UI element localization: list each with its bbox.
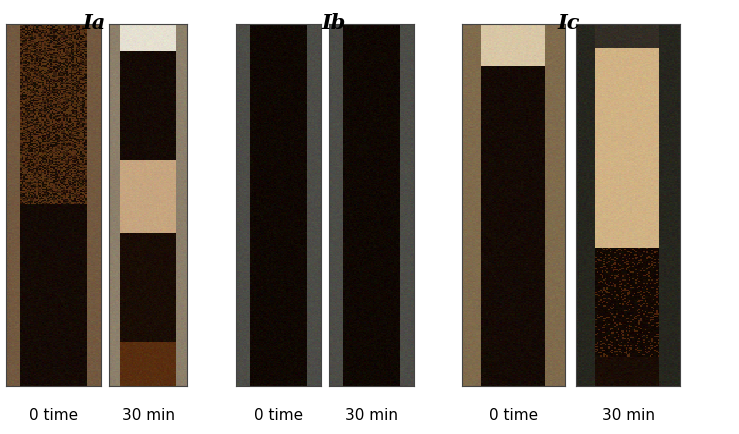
Text: 0 time: 0 time (254, 408, 304, 423)
Text: Ic: Ic (558, 13, 580, 33)
Text: 30 min: 30 min (122, 408, 174, 423)
Text: 30 min: 30 min (602, 408, 655, 423)
Text: 0 time: 0 time (489, 408, 538, 423)
Text: 0 time: 0 time (29, 408, 78, 423)
Text: 30 min: 30 min (345, 408, 398, 423)
Text: Ib: Ib (321, 13, 346, 33)
Text: Ia: Ia (83, 13, 106, 33)
